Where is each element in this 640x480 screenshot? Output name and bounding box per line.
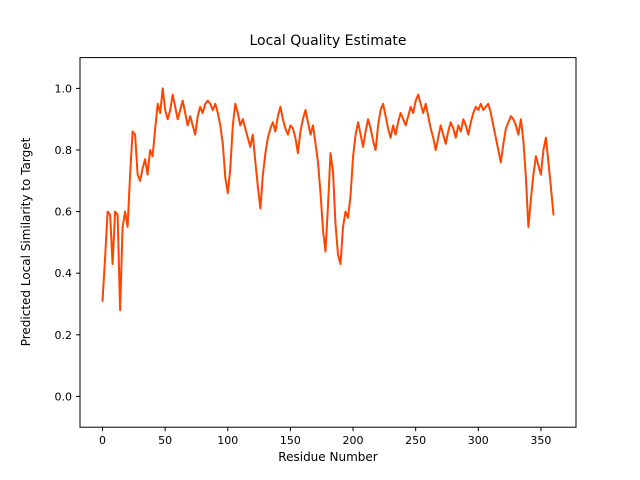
x-tick-label: 250 [405,434,426,447]
chart-title: Local Quality Estimate [249,33,407,49]
axes-spines [79,57,577,428]
y-tick-label: 0.8 [55,144,73,157]
quality-line-series [101,87,555,312]
x-axis-label: Residue Number [278,450,378,464]
x-tick-label: 0 [99,434,106,447]
y-tick-label: 0.6 [55,206,73,219]
y-tick-label: 1.0 [55,82,73,95]
y-tick-label: 0.2 [55,329,73,342]
y-axis-label: Predicted Local Similarity to Target [19,137,33,347]
x-tick-label: 200 [343,434,364,447]
x-tick-label: 100 [217,434,238,447]
x-tick-label: 50 [158,434,172,447]
x-tick-label: 300 [468,434,489,447]
x-tick-label: 150 [280,434,301,447]
y-tick-label: 0.4 [55,267,73,280]
y-tick-label: 0.0 [55,390,73,403]
x-tick-label: 350 [530,434,551,447]
